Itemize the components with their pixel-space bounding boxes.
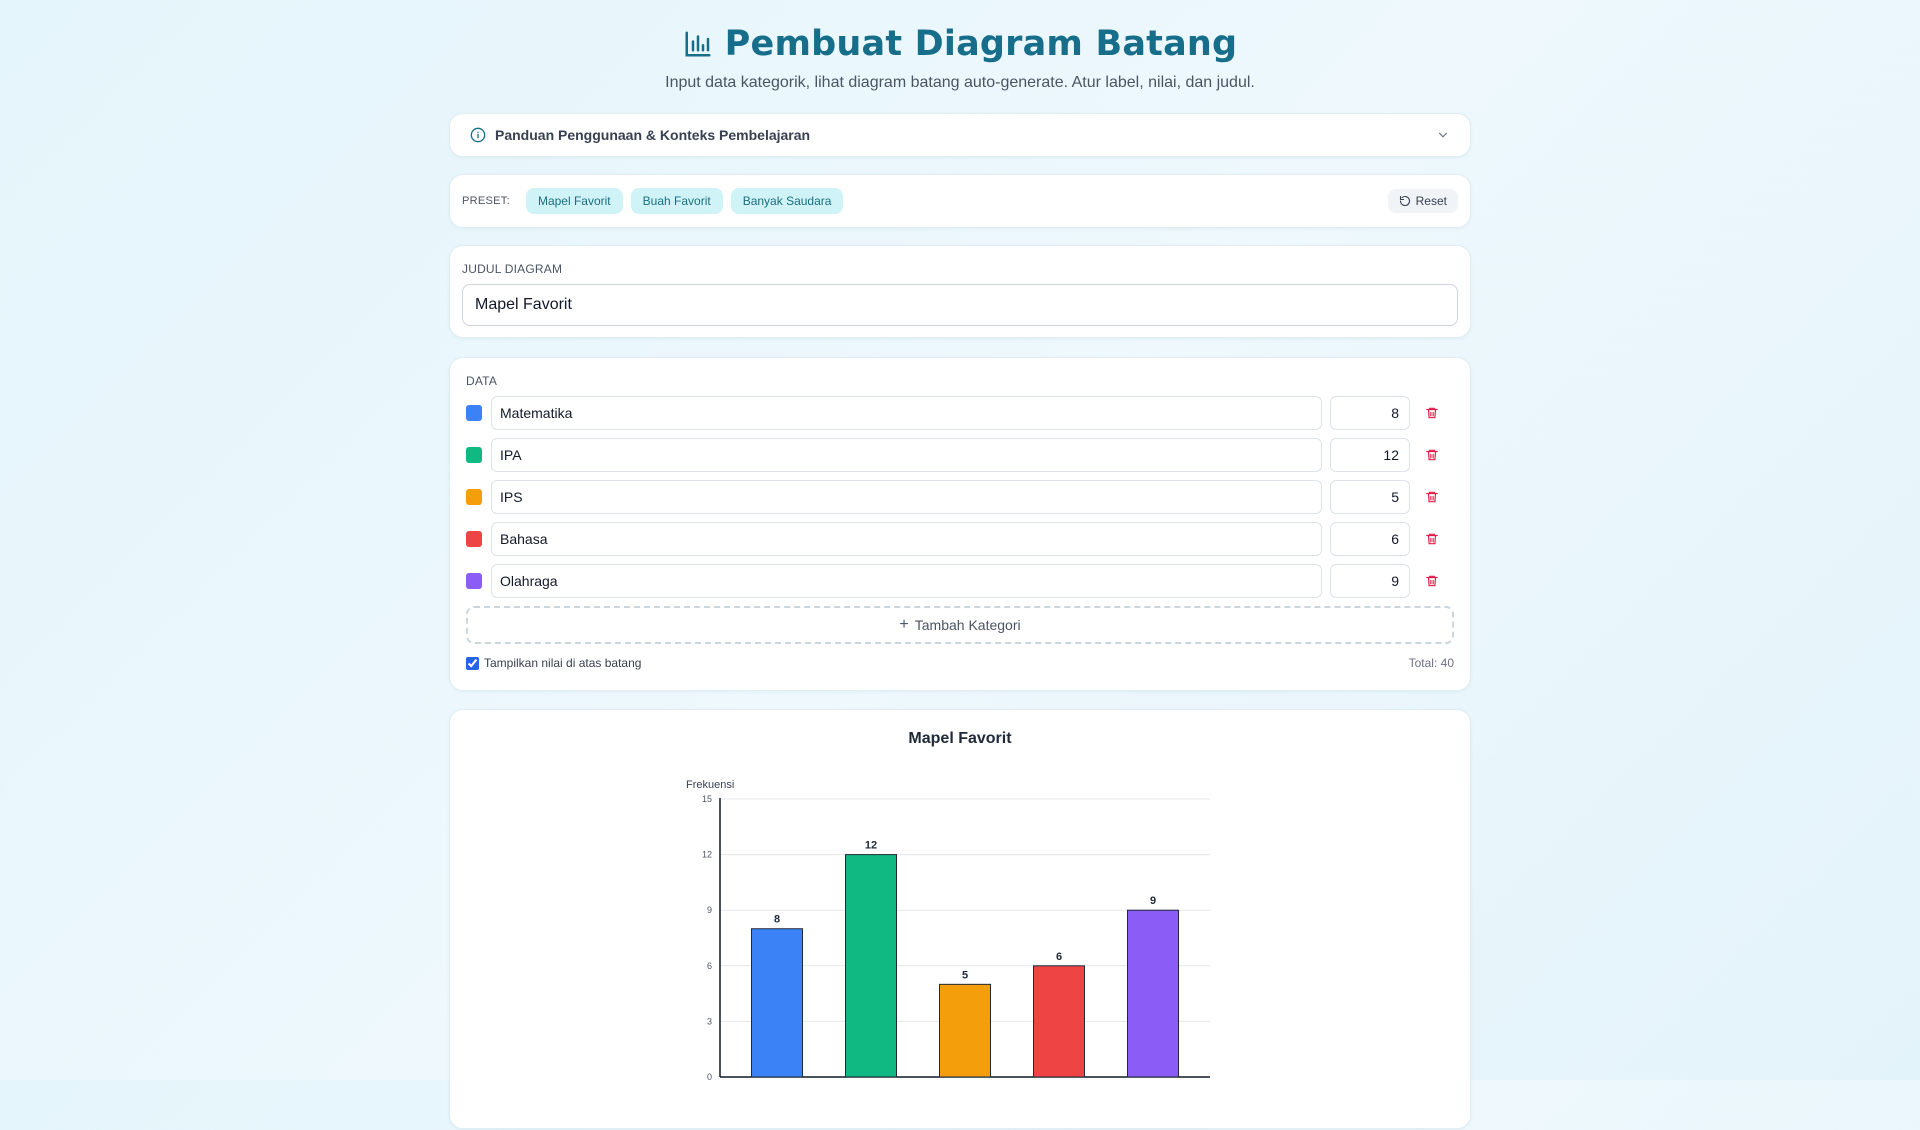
- y-tick-label: 15: [702, 794, 712, 804]
- y-tick-label: 0: [707, 1072, 712, 1082]
- trash-icon: [1426, 575, 1438, 587]
- category-value-input[interactable]: [1330, 396, 1410, 430]
- category-value-input[interactable]: [1330, 438, 1410, 472]
- page-header: Pembuat Diagram Batang Input data katego…: [0, 0, 1920, 92]
- total-count: Total: 40: [1408, 656, 1454, 670]
- delete-row-button[interactable]: [1410, 448, 1454, 462]
- category-name-input[interactable]: [491, 480, 1322, 514]
- title-section-label: JUDUL DIAGRAM: [462, 262, 563, 276]
- title-section: JUDUL DIAGRAM: [449, 245, 1471, 338]
- page-title: Pembuat Diagram Batang: [724, 24, 1238, 64]
- guide-accordion[interactable]: Panduan Penggunaan & Konteks Pembelajara…: [449, 113, 1471, 157]
- chart-card: Mapel Favorit 0 3 6 9 12 15 Frekuensi 8 12 5 6 9: [449, 709, 1471, 1129]
- show-values-checkbox[interactable]: [466, 656, 479, 670]
- chart-title-input[interactable]: [462, 284, 1458, 326]
- data-row-matematika: [466, 396, 1454, 430]
- y-tick-label: 9: [707, 905, 712, 915]
- trash-icon: [1426, 449, 1438, 461]
- delete-row-button[interactable]: [1410, 490, 1454, 504]
- bar-value-label: 12: [865, 840, 877, 852]
- bar-chart: 0 3 6 9 12 15 Frekuensi 8 12 5 6 9: [686, 779, 1210, 1082]
- bar-value-label: 9: [1150, 895, 1156, 907]
- category-value-input[interactable]: [1330, 522, 1410, 556]
- preset-chip-banyak-saudara[interactable]: Banyak Saudara: [730, 188, 844, 214]
- data-section: DATA: [449, 357, 1471, 691]
- trash-icon: [1426, 491, 1438, 503]
- show-values-label[interactable]: Tampilkan nilai di atas batang: [484, 656, 642, 670]
- y-axis-label: Frekuensi: [686, 779, 734, 791]
- delete-row-button[interactable]: [1410, 406, 1454, 420]
- info-icon: [470, 127, 486, 143]
- category-name-input[interactable]: [491, 396, 1322, 430]
- preset-chip-mapel-favorit[interactable]: Mapel Favorit: [525, 188, 623, 214]
- reset-label: Reset: [1415, 194, 1447, 208]
- chevron-down-icon[interactable]: [1436, 128, 1450, 142]
- y-tick-label: 12: [702, 850, 712, 860]
- category-name-input[interactable]: [491, 564, 1322, 598]
- category-name-input[interactable]: [491, 522, 1322, 556]
- color-swatch[interactable]: [466, 447, 482, 463]
- data-row-ips: [466, 480, 1454, 514]
- delete-row-button[interactable]: [1410, 574, 1454, 588]
- trash-icon: [1426, 533, 1438, 545]
- bar-bahasa: [1033, 965, 1085, 1078]
- category-value-input[interactable]: [1330, 480, 1410, 514]
- preset-label: PRESET:: [462, 195, 510, 207]
- data-row-olahraga: [466, 564, 1454, 598]
- bar-chart-icon: [685, 31, 711, 57]
- bar-matematika: [751, 928, 803, 1078]
- delete-row-button[interactable]: [1410, 532, 1454, 546]
- add-category-label: Tambah Kategori: [914, 617, 1021, 633]
- data-section-label: DATA: [466, 374, 498, 388]
- category-value-input[interactable]: [1330, 564, 1410, 598]
- y-tick-label: 3: [707, 1016, 712, 1026]
- data-row-bahasa: [466, 522, 1454, 556]
- chart-title: Mapel Favorit: [908, 730, 1012, 747]
- page-subtitle: Input data kategorik, lihat diagram bata…: [665, 74, 1255, 91]
- color-swatch[interactable]: [466, 531, 482, 547]
- bar-value-label: 6: [1056, 951, 1062, 963]
- color-swatch[interactable]: [466, 489, 482, 505]
- bar-olahraga: [1127, 909, 1179, 1078]
- category-name-input[interactable]: [491, 438, 1322, 472]
- bar-ipa: [845, 854, 897, 1078]
- plus-icon: +: [899, 616, 909, 633]
- y-tick-label: 6: [707, 961, 712, 971]
- data-footer: Tampilkan nilai di atas batang Total: 40: [466, 656, 1454, 670]
- reset-button[interactable]: Reset: [1387, 189, 1458, 213]
- guide-label: Panduan Penggunaan & Konteks Pembelajara…: [495, 127, 811, 143]
- bar-ips: [939, 983, 991, 1078]
- bar-value-label: 8: [774, 914, 780, 926]
- color-swatch[interactable]: [466, 573, 482, 589]
- reset-icon: [1399, 195, 1410, 207]
- add-category-button[interactable]: + Tambah Kategori: [466, 606, 1454, 644]
- color-swatch[interactable]: [466, 405, 482, 421]
- preset-bar: PRESET: Mapel Favorit Buah Favorit Banya…: [449, 174, 1471, 228]
- preset-chip-buah-favorit[interactable]: Buah Favorit: [630, 188, 723, 214]
- trash-icon: [1426, 407, 1438, 419]
- data-row-ipa: [466, 438, 1454, 472]
- bar-value-label: 5: [962, 969, 968, 981]
